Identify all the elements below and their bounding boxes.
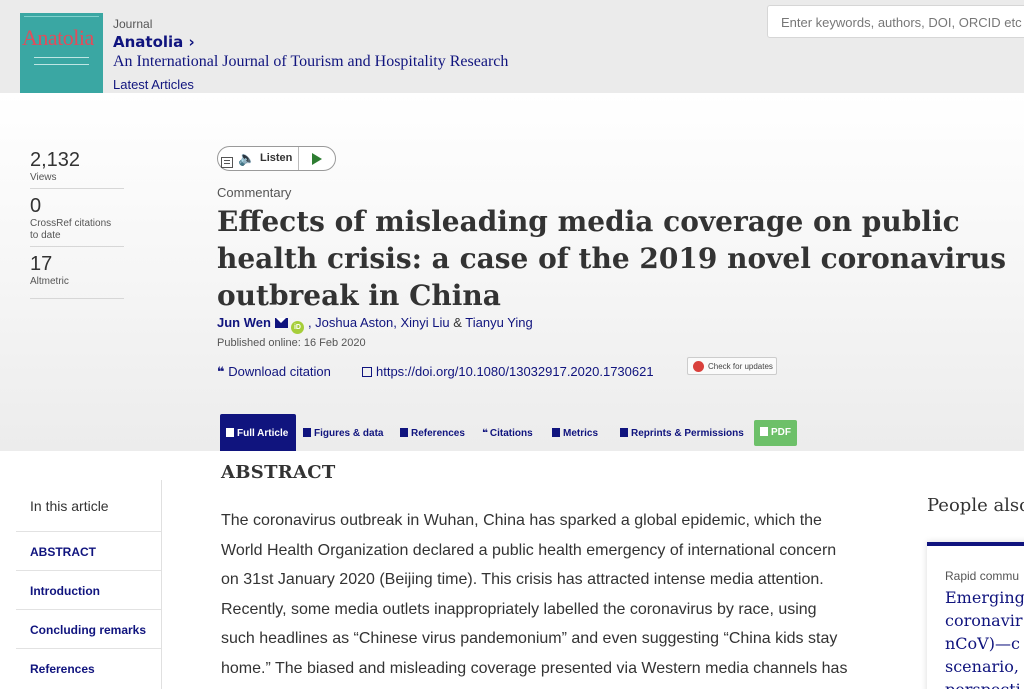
article-title: Effects of misleading media coverage on … — [217, 205, 1007, 312]
tab-citations[interactable]: ❝ Citations — [482, 414, 533, 451]
tab-label: Metrics — [563, 428, 599, 439]
email-icon[interactable] — [274, 318, 288, 328]
author-link[interactable]: Jun Wen — [217, 315, 271, 330]
tab-full-article[interactable]: Full Article — [220, 414, 296, 451]
article-header-band — [0, 93, 1024, 451]
menu-icon[interactable] — [221, 157, 233, 168]
metric-value: 2,132 — [30, 149, 81, 171]
journal-cover-image[interactable]: Anatolia — [20, 13, 103, 93]
abstract-heading: ABSTRACT — [221, 462, 336, 483]
abstract-line: home.” The biased and misleading coverag… — [221, 659, 848, 677]
author-link[interactable]: Tianyu Ying — [465, 315, 533, 330]
external-link-icon — [362, 367, 372, 377]
bar-chart-icon — [552, 428, 560, 437]
in-this-article-nav: In this article ABSTRACT Introduction Co… — [16, 480, 162, 689]
abstract-line: such headlines as “Chinese virus pandemo… — [221, 630, 838, 647]
tab-reprints-permissions[interactable]: Reprints & Permissions — [620, 414, 744, 451]
related-article-card[interactable]: Rapid commu Emerging coronavir nCoV)—c s… — [927, 542, 1024, 689]
listen-player: 🔈 Listen — [217, 146, 336, 171]
cover-title: Anatolia — [22, 25, 94, 50]
ampersand: & — [453, 315, 462, 330]
journal-subtitle-link[interactable]: An International Journal of Tourism and … — [113, 53, 509, 70]
nav-item-concluding-remarks[interactable]: Concluding remarks — [16, 609, 161, 648]
tab-label: Figures & data — [314, 428, 384, 439]
title-line: Emerging — [945, 588, 1024, 607]
article-type: Commentary — [217, 185, 292, 200]
check-for-updates-button[interactable]: Check for updates — [687, 357, 777, 375]
article-metrics: 2,132 Views 0 CrossRef citations to date… — [30, 148, 124, 304]
listen-button[interactable]: Listen — [260, 152, 293, 164]
speaker-icon: 🔈 — [238, 150, 256, 166]
quote-icon: ❝ — [217, 364, 225, 379]
metric-value: 0 — [30, 195, 42, 217]
crossmark-icon — [693, 361, 704, 372]
doi-link[interactable]: https://doi.org/10.1080/13032917.2020.17… — [362, 364, 654, 379]
play-icon[interactable] — [312, 153, 322, 165]
tab-metrics[interactable]: Metrics — [552, 414, 598, 451]
author-list: Jun Wen iD, Joshua Aston, Xinyi Liu & Tia… — [217, 315, 533, 334]
pdf-download-button[interactable]: PDF — [754, 420, 797, 446]
document-icon — [226, 428, 234, 437]
book-icon — [400, 428, 408, 437]
metric-label: Altmetric — [30, 276, 69, 287]
cover-decoration — [34, 57, 89, 65]
cover-decoration — [24, 16, 99, 20]
metric-label: Views — [30, 172, 57, 183]
title-line: perspecti — [945, 678, 1024, 689]
check-updates-label: Check for updates — [708, 362, 773, 371]
search-input[interactable]: Enter keywords, authors, DOI, ORCID etc — [767, 5, 1024, 38]
nav-item-introduction[interactable]: Introduction — [16, 570, 161, 609]
altmetric-metric: 17 Altmetric — [30, 252, 124, 299]
download-citation-link[interactable]: ❝ Download citation — [217, 364, 331, 380]
abstract-line: World Health Organization declared a pub… — [221, 541, 837, 559]
tab-references[interactable]: References — [400, 414, 465, 451]
nav-item-references[interactable]: References — [16, 648, 161, 687]
views-metric: 2,132 Views — [30, 148, 124, 189]
title-line: scenario, — [945, 657, 1019, 676]
title-line: coronavir — [945, 611, 1023, 630]
metric-label: CrossRef citations to date — [30, 218, 112, 241]
title-line: nCoV)—c — [945, 634, 1020, 653]
tab-label: References — [411, 428, 465, 439]
abstract-line: The coronavirus outbreak in Wuhan, China… — [221, 512, 822, 529]
metric-value: 17 — [30, 253, 53, 275]
orcid-icon[interactable]: iD — [290, 321, 304, 334]
abstract-line: Recently, some media outlets inappropria… — [221, 600, 817, 618]
nav-item-abstract[interactable]: ABSTRACT — [16, 531, 161, 570]
journal-header: Anatolia Journal Anatolia › An Internati… — [0, 0, 1024, 93]
pdf-icon — [760, 427, 768, 436]
related-article-title[interactable]: Emerging coronavir nCoV)—c scenario, per… — [945, 586, 1024, 689]
image-icon — [303, 428, 311, 437]
people-also-read-heading: People also — [927, 495, 1024, 516]
tab-figures-data[interactable]: Figures & data — [303, 414, 383, 451]
journal-name-link[interactable]: Anatolia › — [113, 33, 195, 51]
published-date: Published online: 16 Feb 2020 — [217, 337, 366, 349]
nav-heading: In this article — [30, 498, 109, 514]
abstract-line: on 31st January 2020 (Beijing time). Thi… — [221, 571, 824, 588]
printer-icon — [620, 428, 628, 437]
tab-label: PDF — [771, 427, 791, 438]
download-citation-label: Download citation — [228, 364, 331, 379]
tab-label: Citations — [489, 428, 533, 439]
crossref-metric: 0 CrossRef citations to date — [30, 194, 124, 247]
journal-label: Journal — [113, 17, 153, 31]
related-article-type: Rapid commu — [945, 569, 1020, 583]
author-link[interactable]: Xinyi Liu — [400, 315, 450, 330]
latest-articles-link[interactable]: Latest Articles — [113, 77, 194, 92]
abstract-text: The coronavirus outbreak in Wuhan, China… — [221, 506, 901, 683]
doi-text: https://doi.org/10.1080/13032917.2020.17… — [376, 364, 654, 379]
author-link[interactable]: Joshua Aston — [315, 315, 394, 330]
tab-label: Reprints & Permissions — [631, 428, 744, 439]
divider — [298, 147, 299, 170]
quote-icon: ❝ — [482, 428, 488, 439]
tab-label: Full Article — [237, 428, 289, 439]
